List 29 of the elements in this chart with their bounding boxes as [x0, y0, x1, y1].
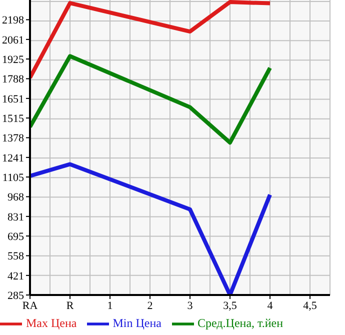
legend-label: Сред.Цена, т.йен [198, 316, 284, 330]
x-tick-label: 3 [187, 300, 194, 312]
y-tick-label: 2061 [2, 34, 24, 46]
y-tick-label: 1651 [2, 93, 24, 106]
x-tick-label: R [66, 300, 74, 312]
x-tick-label: 2 [147, 300, 153, 312]
line-series [30, 0, 272, 80]
y-tick-label: 1788 [2, 74, 24, 86]
y-tick-label: 1105 [2, 172, 24, 184]
legend-label: Max Цена [26, 316, 77, 330]
legend-label: Min Цена [112, 316, 162, 330]
y-tick-label: 968 [8, 192, 24, 204]
y-tick-label: 1925 [2, 54, 24, 66]
y-tick-label: 2198 [2, 14, 24, 27]
x-tick-label: 4,5 [303, 300, 318, 312]
x-tick-label: RA [22, 300, 38, 312]
x-tick-label: 4 [267, 300, 274, 312]
y-tick-label: 1515 [2, 112, 24, 125]
line-series [30, 54, 272, 145]
y-tick-label: 695 [8, 230, 24, 243]
y-tick-label: 558 [8, 250, 24, 263]
y-tick-label: 831 [8, 211, 24, 224]
y-tick-label: 1378 [2, 132, 24, 145]
y-tick-label: 421 [8, 270, 24, 282]
line-series [30, 162, 272, 295]
y-tick-label: 285 [8, 290, 24, 302]
x-tick-label: 3,5 [223, 300, 238, 312]
x-tick-label: 1 [107, 300, 113, 312]
y-tick-label: 1241 [2, 152, 24, 164]
